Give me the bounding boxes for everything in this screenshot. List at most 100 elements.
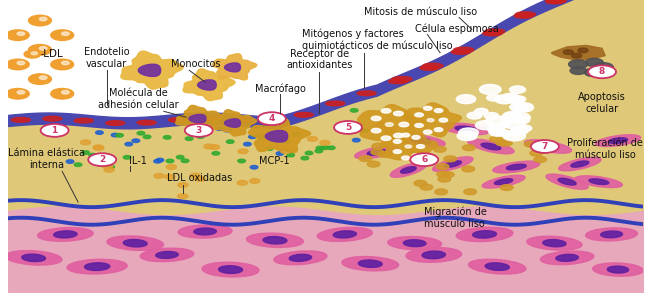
Ellipse shape <box>455 126 476 132</box>
Circle shape <box>503 130 525 141</box>
Circle shape <box>405 144 417 150</box>
Circle shape <box>441 172 454 178</box>
Ellipse shape <box>556 254 578 261</box>
Circle shape <box>563 50 574 54</box>
Ellipse shape <box>422 63 443 69</box>
Circle shape <box>412 154 420 158</box>
Circle shape <box>103 164 113 168</box>
Circle shape <box>39 17 47 21</box>
Circle shape <box>475 108 488 115</box>
Ellipse shape <box>411 138 431 144</box>
Circle shape <box>402 156 409 160</box>
Ellipse shape <box>202 262 259 277</box>
Circle shape <box>154 159 161 163</box>
Polygon shape <box>382 130 437 163</box>
Circle shape <box>190 173 201 178</box>
Circle shape <box>74 163 82 166</box>
Circle shape <box>370 127 382 133</box>
Circle shape <box>287 153 294 157</box>
Circle shape <box>371 116 381 121</box>
Ellipse shape <box>355 146 398 159</box>
Circle shape <box>394 111 403 116</box>
Ellipse shape <box>571 161 589 167</box>
Ellipse shape <box>469 259 526 274</box>
Ellipse shape <box>441 123 490 135</box>
Circle shape <box>570 67 587 74</box>
Circle shape <box>270 134 278 138</box>
Polygon shape <box>198 80 216 90</box>
Circle shape <box>352 138 360 142</box>
Circle shape <box>89 153 96 157</box>
Circle shape <box>436 164 449 170</box>
Circle shape <box>503 112 521 120</box>
Circle shape <box>588 65 616 78</box>
Text: 5: 5 <box>345 123 351 132</box>
Polygon shape <box>551 45 605 60</box>
Text: 7: 7 <box>542 142 548 151</box>
Ellipse shape <box>422 251 445 259</box>
Circle shape <box>350 109 358 112</box>
Circle shape <box>511 126 529 134</box>
Circle shape <box>423 106 432 110</box>
Circle shape <box>266 147 273 150</box>
Circle shape <box>195 132 202 136</box>
Circle shape <box>176 155 184 159</box>
Circle shape <box>506 130 521 137</box>
Ellipse shape <box>74 118 93 123</box>
Circle shape <box>414 154 427 160</box>
Text: Apoptosis
celular: Apoptosis celular <box>578 92 626 114</box>
Circle shape <box>249 179 260 183</box>
Circle shape <box>137 132 145 135</box>
Ellipse shape <box>21 254 46 262</box>
Circle shape <box>506 96 523 103</box>
Circle shape <box>381 109 391 113</box>
Circle shape <box>501 185 513 190</box>
Circle shape <box>394 133 403 138</box>
Circle shape <box>508 127 521 133</box>
Circle shape <box>292 132 299 136</box>
Circle shape <box>417 145 424 148</box>
Ellipse shape <box>231 118 251 123</box>
Ellipse shape <box>247 233 303 247</box>
Circle shape <box>412 135 420 139</box>
Circle shape <box>381 136 391 140</box>
Circle shape <box>62 91 69 94</box>
Text: MCP-1: MCP-1 <box>259 156 290 166</box>
Ellipse shape <box>85 263 110 270</box>
Circle shape <box>337 123 345 127</box>
Polygon shape <box>212 110 256 136</box>
Circle shape <box>281 149 291 154</box>
Polygon shape <box>266 130 288 142</box>
Ellipse shape <box>107 236 163 251</box>
Ellipse shape <box>527 236 582 250</box>
Ellipse shape <box>123 239 147 247</box>
Ellipse shape <box>289 254 312 261</box>
Ellipse shape <box>484 29 505 34</box>
Ellipse shape <box>589 179 609 185</box>
Circle shape <box>154 173 164 178</box>
Ellipse shape <box>586 228 637 241</box>
Circle shape <box>185 124 213 137</box>
Circle shape <box>499 140 512 146</box>
Ellipse shape <box>392 76 412 82</box>
Circle shape <box>212 151 219 155</box>
Circle shape <box>459 128 478 137</box>
Polygon shape <box>138 64 161 76</box>
Circle shape <box>423 130 432 134</box>
Text: Mitosis de músculo liso: Mitosis de músculo liso <box>364 7 477 17</box>
Circle shape <box>307 137 318 141</box>
Circle shape <box>585 58 603 67</box>
Ellipse shape <box>514 13 533 18</box>
Circle shape <box>31 52 38 55</box>
Ellipse shape <box>481 143 501 150</box>
Circle shape <box>305 151 313 155</box>
Text: 4: 4 <box>269 114 275 123</box>
Circle shape <box>405 145 411 148</box>
Circle shape <box>143 135 151 139</box>
Circle shape <box>438 176 450 182</box>
Ellipse shape <box>38 228 93 241</box>
Circle shape <box>462 166 475 172</box>
Circle shape <box>410 153 438 166</box>
Circle shape <box>585 68 602 76</box>
Circle shape <box>111 133 119 137</box>
